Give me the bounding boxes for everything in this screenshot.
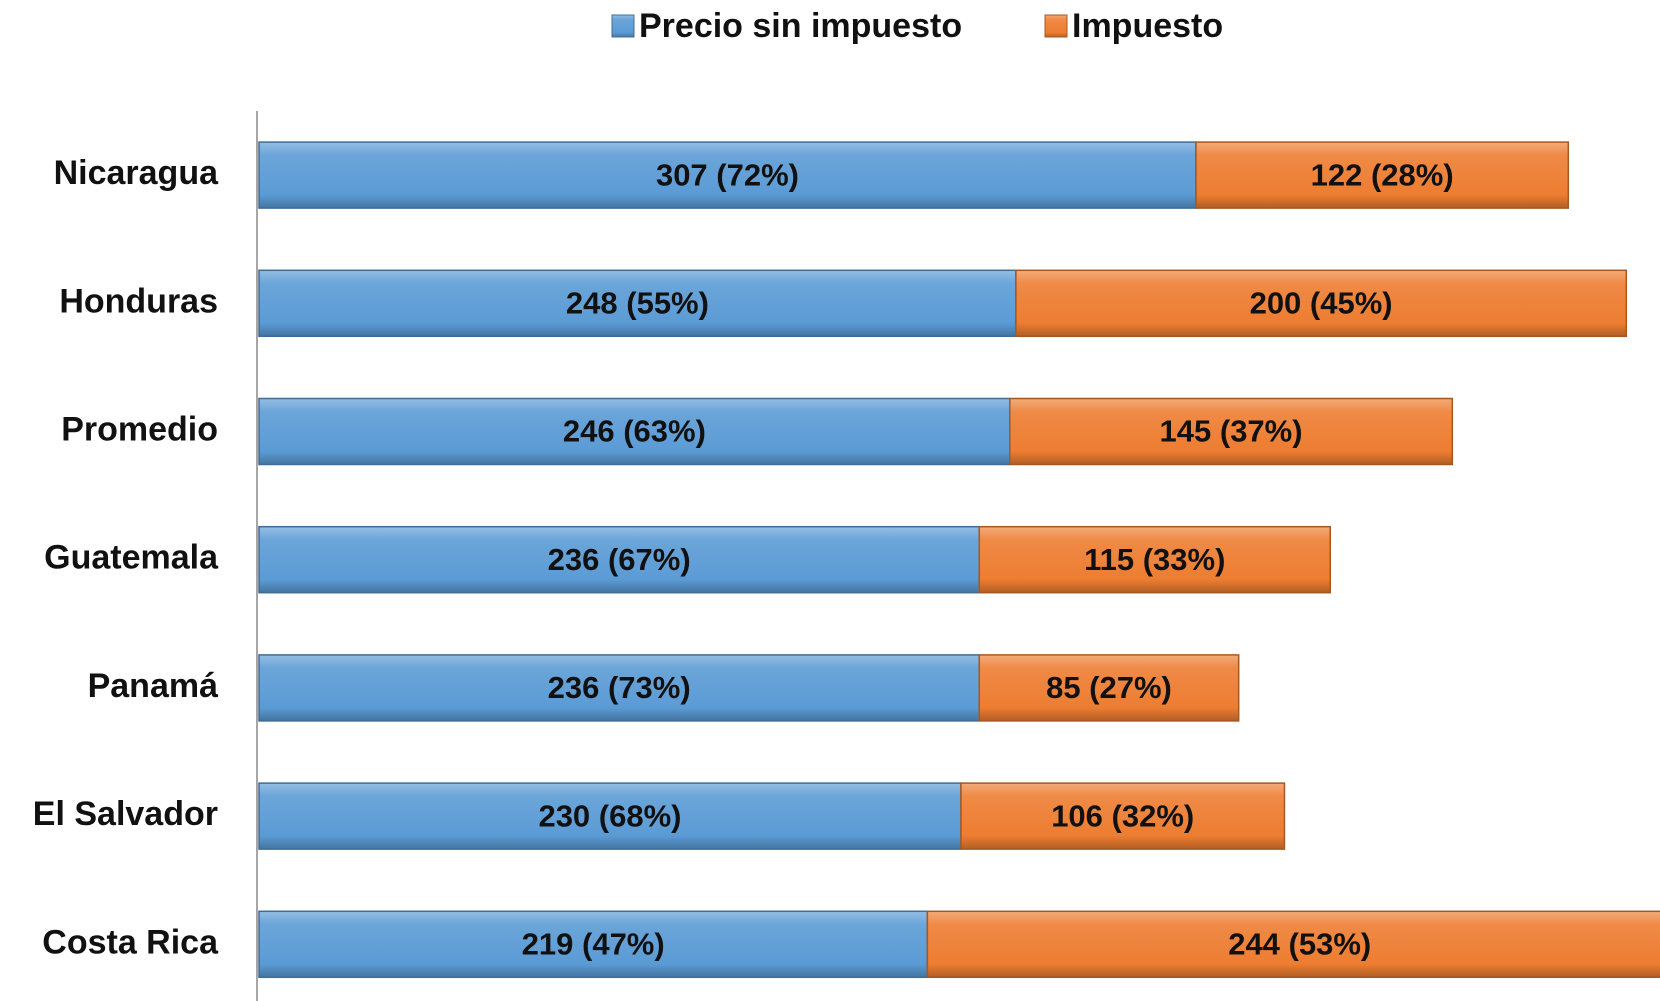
legend-label: Impuesto: [1072, 7, 1223, 45]
value-label: 145 (37%): [1160, 414, 1303, 449]
y-tick-label: Promedio: [61, 410, 218, 448]
bar: [258, 269, 1017, 338]
bar: [258, 654, 981, 722]
value-label: 307 (72%): [656, 157, 799, 192]
y-tick-label: Panamá: [88, 667, 218, 705]
value-label: 122 (28%): [1311, 157, 1454, 192]
value-label: 230 (68%): [538, 798, 681, 833]
bar: [258, 910, 929, 979]
legend-label: Precio sin impuesto: [639, 7, 962, 45]
bar: [1195, 141, 1570, 209]
value-label: 219 (47%): [522, 926, 665, 961]
value-label: 115 (33%): [1084, 542, 1225, 577]
bar: [258, 782, 962, 850]
y-tick-label: Guatemala: [44, 539, 219, 577]
value-label: 236 (67%): [548, 542, 691, 577]
value-label: 236 (73%): [548, 670, 691, 705]
bar: [926, 910, 1660, 979]
bar: [1009, 397, 1454, 466]
y-tick-label: El Salvador: [33, 795, 218, 833]
y-tick-label: Honduras: [59, 282, 218, 320]
legend-swatch: [611, 14, 635, 38]
value-label: 106 (32%): [1051, 798, 1194, 833]
y-tick-label: Nicaragua: [54, 154, 219, 192]
bar: [978, 525, 1332, 594]
bar: [1015, 269, 1628, 338]
value-label: 85 (27%): [1046, 670, 1172, 705]
bar: [960, 782, 1286, 850]
bar: [258, 141, 1197, 209]
y-tick-label: Costa Rica: [42, 923, 219, 961]
legend-swatch: [1044, 14, 1068, 38]
bar: [978, 654, 1240, 722]
value-label: 244 (53%): [1228, 926, 1371, 961]
value-label: 246 (63%): [563, 414, 706, 449]
value-label: 248 (55%): [566, 285, 709, 320]
value-label: 200 (45%): [1250, 285, 1393, 320]
